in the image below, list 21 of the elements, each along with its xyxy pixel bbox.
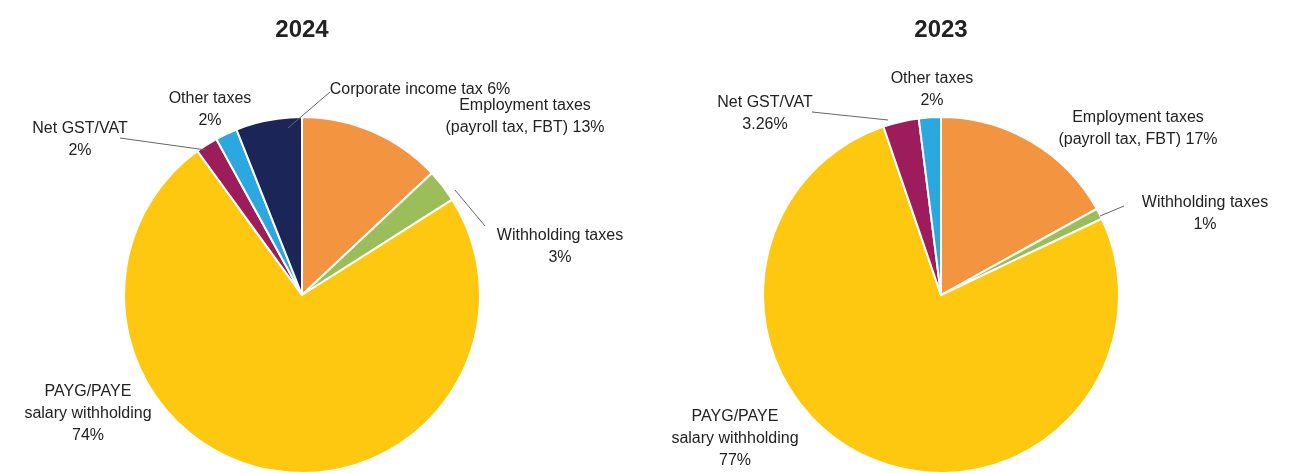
slice-label: PAYG/PAYE salary withholding	[24, 382, 152, 421]
data-label: 2%	[920, 91, 944, 108]
data-label: 77%	[718, 451, 752, 468]
data-label: 1%	[1193, 215, 1217, 232]
data-label: 74%	[71, 426, 105, 443]
slice-label: Employment taxes (payroll tax, FBT) 13%	[445, 96, 605, 135]
slice-label: Withholding taxes	[496, 226, 624, 243]
slice-label: Withholding taxes	[1141, 193, 1269, 210]
slice-label: Net GST/VAT	[32, 119, 128, 136]
data-label: 2%	[68, 141, 92, 158]
data-label: 2%	[198, 111, 222, 128]
chart-title: 2024	[275, 15, 330, 42]
slice-label: PAYG/PAYE salary withholding	[671, 407, 799, 446]
slice-label: Other taxes	[890, 69, 974, 86]
slice-label: Employment taxes (payroll tax, FBT) 17%	[1058, 108, 1218, 147]
slice-label: Other taxes	[168, 89, 252, 106]
slice-label: Net GST/VAT	[717, 93, 813, 110]
data-label: 3%	[548, 248, 572, 265]
chart-title: 2023	[914, 15, 968, 42]
slice-label: Corporate income tax 6%	[329, 80, 511, 97]
data-label: 3.26%	[742, 115, 788, 132]
